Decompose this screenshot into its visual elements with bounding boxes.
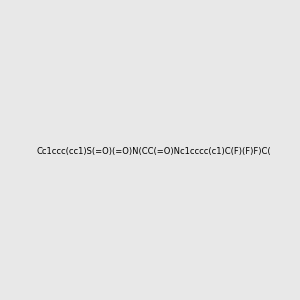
Text: Cc1ccc(cc1)S(=O)(=O)N(CC(=O)Nc1cccc(c1)C(F)(F)F)C(: Cc1ccc(cc1)S(=O)(=O)N(CC(=O)Nc1cccc(c1)C… bbox=[36, 147, 271, 156]
